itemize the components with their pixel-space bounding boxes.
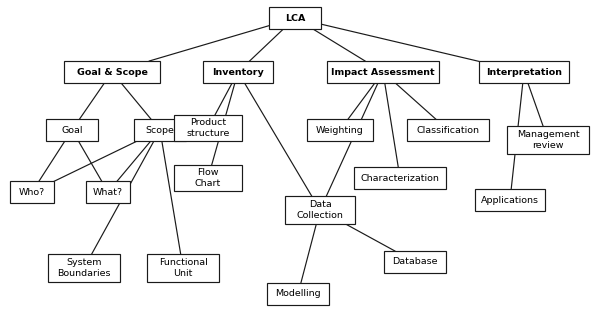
Text: System
Boundaries: System Boundaries	[57, 258, 111, 278]
FancyBboxPatch shape	[307, 119, 373, 141]
Text: Flow
Chart: Flow Chart	[195, 168, 221, 188]
FancyBboxPatch shape	[384, 251, 446, 273]
Text: Classification: Classification	[417, 126, 480, 135]
Text: Goal & Scope: Goal & Scope	[76, 68, 147, 77]
FancyBboxPatch shape	[203, 61, 273, 83]
FancyBboxPatch shape	[64, 61, 160, 83]
FancyBboxPatch shape	[134, 119, 186, 141]
Text: Goal: Goal	[61, 126, 83, 135]
FancyBboxPatch shape	[174, 115, 242, 141]
Text: Scope: Scope	[146, 126, 175, 135]
Text: Characterization: Characterization	[361, 174, 439, 183]
Text: LCA: LCA	[285, 14, 305, 23]
Text: Inventory: Inventory	[212, 68, 264, 77]
FancyBboxPatch shape	[285, 196, 355, 224]
FancyBboxPatch shape	[327, 61, 439, 83]
Text: Product
structure: Product structure	[186, 118, 230, 138]
Text: Impact Assessment: Impact Assessment	[331, 68, 435, 77]
FancyBboxPatch shape	[147, 254, 219, 282]
Text: Functional
Unit: Functional Unit	[159, 258, 207, 278]
FancyBboxPatch shape	[48, 254, 120, 282]
FancyBboxPatch shape	[475, 189, 545, 211]
FancyBboxPatch shape	[354, 167, 446, 189]
Text: Applications: Applications	[481, 195, 539, 204]
FancyBboxPatch shape	[267, 283, 329, 305]
Text: Data
Collection: Data Collection	[297, 200, 343, 220]
Text: Modelling: Modelling	[275, 289, 321, 298]
Text: Weighting: Weighting	[316, 126, 364, 135]
Text: Interpretation: Interpretation	[486, 68, 562, 77]
FancyBboxPatch shape	[10, 181, 54, 203]
Text: Who?: Who?	[19, 187, 45, 196]
Text: Database: Database	[392, 258, 437, 267]
FancyBboxPatch shape	[479, 61, 569, 83]
Text: Management
review: Management review	[517, 130, 580, 150]
FancyBboxPatch shape	[86, 181, 130, 203]
Text: What?: What?	[93, 187, 123, 196]
FancyBboxPatch shape	[269, 7, 321, 29]
FancyBboxPatch shape	[407, 119, 489, 141]
FancyBboxPatch shape	[507, 126, 589, 154]
FancyBboxPatch shape	[46, 119, 98, 141]
FancyBboxPatch shape	[174, 165, 242, 191]
